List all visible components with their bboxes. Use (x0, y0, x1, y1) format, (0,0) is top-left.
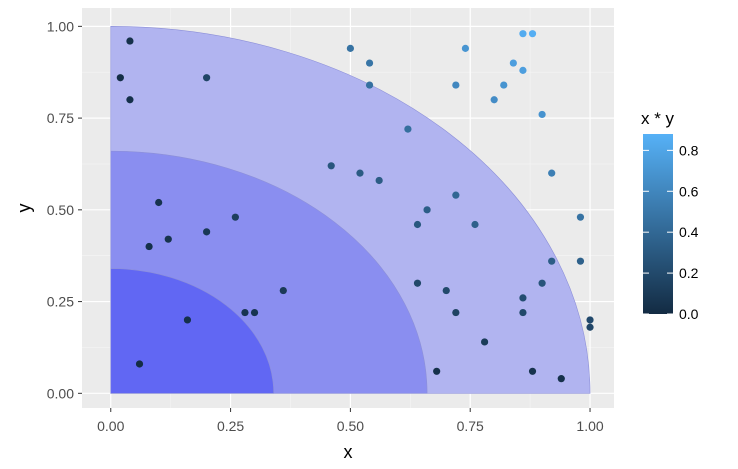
legend-tick-label: 0.2 (679, 265, 699, 281)
data-point (365, 59, 374, 67)
data-point (538, 279, 546, 287)
data-point (500, 81, 508, 89)
y-tick-label: 1.00 (47, 18, 74, 34)
data-point (576, 213, 585, 221)
data-point (164, 235, 172, 243)
data-point (461, 44, 470, 52)
data-point (548, 257, 556, 265)
data-point (241, 308, 249, 317)
data-point (586, 323, 594, 331)
data-point (452, 191, 460, 199)
data-point (519, 294, 527, 302)
data-point (452, 81, 460, 89)
data-point (423, 206, 431, 214)
data-point (346, 44, 354, 52)
y-tick-label: 0.00 (47, 385, 74, 401)
data-point (576, 257, 585, 265)
quarter-circles (110, 26, 591, 394)
data-point (279, 286, 287, 295)
x-tick-label: 1.00 (576, 418, 603, 434)
points (116, 30, 594, 383)
data-point (413, 220, 422, 229)
data-point (135, 360, 144, 368)
y-axis-label: y (14, 204, 34, 213)
data-point (404, 125, 412, 133)
data-point (327, 162, 335, 170)
data-point (365, 81, 374, 89)
data-point (480, 338, 489, 346)
y-tick-label: 0.50 (47, 202, 74, 218)
legend-tick-label: 0.0 (679, 306, 699, 322)
data-point (528, 367, 537, 375)
data-point (509, 59, 517, 67)
data-point (126, 37, 134, 45)
x-tick-label: 0.00 (97, 418, 124, 434)
data-point (442, 286, 450, 295)
legend-title: x * y (641, 109, 675, 128)
x-tick-label: 0.75 (457, 418, 484, 434)
data-point (557, 375, 565, 383)
data-point (452, 308, 460, 317)
data-point (356, 169, 364, 177)
data-point (528, 30, 537, 38)
data-point (433, 367, 441, 375)
data-point (250, 308, 259, 317)
legend-colorbar (643, 134, 673, 314)
data-point (519, 308, 527, 317)
data-point (548, 169, 556, 177)
data-point (203, 74, 211, 82)
data-point (126, 96, 134, 104)
x-axis-label: x (344, 442, 353, 462)
quarter-circle (110, 268, 275, 394)
legend-tick-label: 0.8 (679, 142, 699, 158)
data-point (375, 176, 383, 185)
y-tick-label: 0.25 (47, 294, 74, 310)
data-point (203, 228, 211, 236)
data-point (490, 96, 498, 104)
legend-tick-label: 0.6 (679, 183, 699, 199)
data-point (116, 74, 124, 82)
data-point (183, 316, 192, 324)
x-tick-label: 0.50 (337, 418, 364, 434)
data-point (155, 198, 163, 207)
data-point (231, 213, 239, 221)
data-point (519, 30, 527, 38)
x-tick-label: 0.25 (217, 418, 244, 434)
axes: 0.00 0.25 0.50 0.75 1.00 0.00 0.25 0.50 0.75 1.00 (47, 18, 604, 434)
data-point (145, 242, 153, 251)
data-point (471, 220, 479, 229)
legend: x * y 0.0 0.2 0.4 0.6 0.8 (641, 109, 699, 322)
data-point (519, 66, 527, 74)
data-point (586, 316, 594, 324)
y-tick-label: 0.75 (47, 110, 74, 126)
legend-tick-label: 0.4 (679, 224, 699, 240)
data-point (538, 110, 546, 119)
data-point (413, 279, 422, 287)
